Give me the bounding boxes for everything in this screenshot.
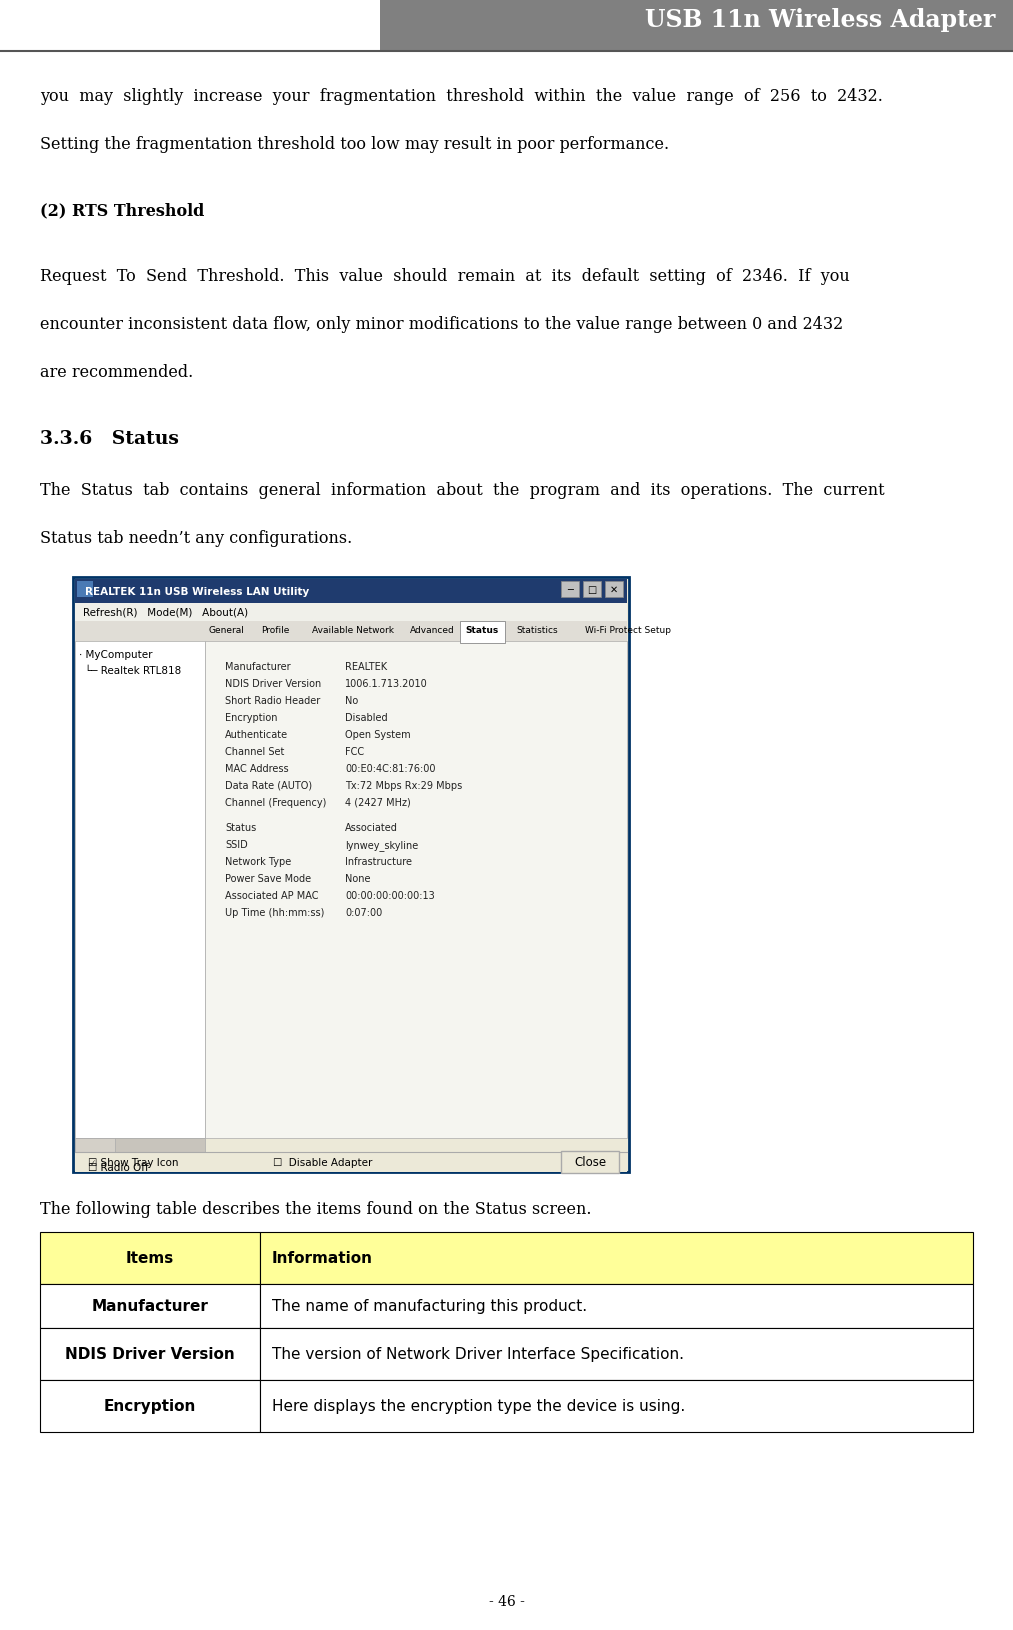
Bar (380, 0, 1013, 52)
Text: 00:00:00:00:00:13: 00:00:00:00:00:13 (345, 890, 435, 900)
Text: □: □ (588, 585, 597, 595)
Text: Channel (Frequency): Channel (Frequency) (225, 797, 326, 807)
Text: Profile: Profile (261, 626, 290, 636)
Text: Manufacturer: Manufacturer (225, 662, 291, 672)
Bar (73, 577, 629, 1172)
Text: The name of manufacturing this product.: The name of manufacturing this product. (272, 1299, 588, 1314)
Text: Short Radio Header: Short Radio Header (225, 696, 320, 706)
Bar (75, 642, 205, 1138)
Bar (561, 582, 579, 598)
Text: └─ Realtek RTL818: └─ Realtek RTL818 (85, 665, 181, 675)
Text: Items: Items (126, 1250, 174, 1267)
Text: Data Rate (AUTO): Data Rate (AUTO) (225, 781, 312, 791)
Text: lynwey_skyline: lynwey_skyline (345, 839, 418, 851)
Text: Disabled: Disabled (345, 712, 388, 722)
Text: Encryption: Encryption (103, 1399, 197, 1413)
Bar (40, 1328, 260, 1381)
Text: MAC Address: MAC Address (225, 763, 289, 774)
Text: NDIS Driver Version: NDIS Driver Version (65, 1346, 235, 1361)
Text: 3.3.6   Status: 3.3.6 Status (40, 430, 179, 448)
Bar (583, 582, 601, 598)
Text: Network Type: Network Type (225, 856, 292, 867)
Bar (260, 1381, 973, 1433)
Text: ☑ Show Tray Icon: ☑ Show Tray Icon (88, 1157, 178, 1167)
Text: NDIS Driver Version: NDIS Driver Version (225, 678, 321, 688)
Text: Status: Status (465, 626, 498, 636)
Text: Advanced: Advanced (410, 626, 455, 636)
Text: Status: Status (225, 823, 256, 833)
Text: ✕: ✕ (610, 585, 618, 595)
Text: Tx:72 Mbps Rx:29 Mbps: Tx:72 Mbps Rx:29 Mbps (345, 781, 462, 791)
Bar (75, 580, 627, 603)
Bar (75, 603, 627, 621)
Text: - 46 -: - 46 - (488, 1594, 525, 1609)
Text: Status tab needn’t any configurations.: Status tab needn’t any configurations. (40, 530, 353, 546)
Text: 1006.1.713.2010: 1006.1.713.2010 (345, 678, 427, 688)
Text: Refresh(R)   Mode(M)   About(A): Refresh(R) Mode(M) About(A) (83, 608, 248, 618)
Text: Available Network: Available Network (312, 626, 394, 636)
Text: Up Time (hh:mm:ss): Up Time (hh:mm:ss) (225, 908, 324, 918)
Text: Associated: Associated (345, 823, 398, 833)
Text: Information: Information (272, 1250, 373, 1267)
Text: Request  To  Send  Threshold.  This  value  should  remain  at  its  default  se: Request To Send Threshold. This value sh… (40, 267, 850, 285)
Text: Open System: Open System (345, 730, 410, 740)
Bar (561, 1151, 619, 1174)
Text: ─: ─ (567, 585, 573, 595)
Text: USB 11n Wireless Adapter: USB 11n Wireless Adapter (644, 8, 995, 33)
Bar (77, 582, 93, 598)
Text: ☐ Radio Off: ☐ Radio Off (88, 1162, 149, 1172)
Text: Infrastructure: Infrastructure (345, 856, 412, 867)
Text: Statistics: Statistics (517, 626, 558, 636)
Text: ⋅ MyComputer: ⋅ MyComputer (79, 650, 153, 660)
Text: Power Save Mode: Power Save Mode (225, 874, 311, 883)
Text: No: No (345, 696, 359, 706)
Bar (75, 1138, 115, 1152)
Text: General: General (209, 626, 244, 636)
Text: Channel Set: Channel Set (225, 747, 285, 756)
Text: Associated AP MAC: Associated AP MAC (225, 890, 318, 900)
Text: None: None (345, 874, 371, 883)
Bar (260, 1232, 973, 1284)
Text: (2) RTS Threshold: (2) RTS Threshold (40, 202, 205, 218)
Text: 4 (2427 MHz): 4 (2427 MHz) (345, 797, 410, 807)
Text: The  Status  tab  contains  general  information  about  the  program  and  its : The Status tab contains general informat… (40, 482, 884, 499)
Bar (260, 1284, 973, 1328)
Text: ☐  Disable Adapter: ☐ Disable Adapter (272, 1157, 373, 1167)
Text: Wi-Fi Protect Setup: Wi-Fi Protect Setup (585, 626, 671, 636)
Text: Manufacturer: Manufacturer (91, 1299, 209, 1314)
Bar (460, 621, 504, 644)
Bar (75, 621, 627, 642)
Bar (260, 1328, 973, 1381)
Text: The following table describes the items found on the Status screen.: The following table describes the items … (40, 1200, 592, 1218)
Text: 00:E0:4C:81:76:00: 00:E0:4C:81:76:00 (345, 763, 436, 774)
Text: FCC: FCC (345, 747, 364, 756)
Text: The version of Network Driver Interface Specification.: The version of Network Driver Interface … (272, 1346, 684, 1361)
Bar (205, 642, 627, 1138)
Text: SSID: SSID (225, 839, 248, 849)
Text: are recommended.: are recommended. (40, 363, 193, 381)
Bar (40, 1232, 260, 1284)
Text: Encryption: Encryption (225, 712, 278, 722)
Text: Authenticate: Authenticate (225, 730, 288, 740)
Bar (75, 1152, 627, 1172)
Text: you  may  slightly  increase  your  fragmentation  threshold  within  the  value: you may slightly increase your fragmenta… (40, 88, 883, 104)
Bar (40, 1284, 260, 1328)
Bar (605, 582, 623, 598)
Text: 0:07:00: 0:07:00 (345, 908, 382, 918)
Bar (40, 1381, 260, 1433)
Text: Setting the fragmentation threshold too low may result in poor performance.: Setting the fragmentation threshold too … (40, 135, 670, 153)
Text: encounter inconsistent data flow, only minor modifications to the value range be: encounter inconsistent data flow, only m… (40, 316, 843, 333)
Text: REALTEK 11n USB Wireless LAN Utility: REALTEK 11n USB Wireless LAN Utility (85, 587, 309, 597)
Bar (75, 1138, 205, 1152)
Text: REALTEK: REALTEK (345, 662, 387, 672)
Text: Here displays the encryption type the device is using.: Here displays the encryption type the de… (272, 1399, 685, 1413)
Text: Close: Close (574, 1156, 606, 1169)
